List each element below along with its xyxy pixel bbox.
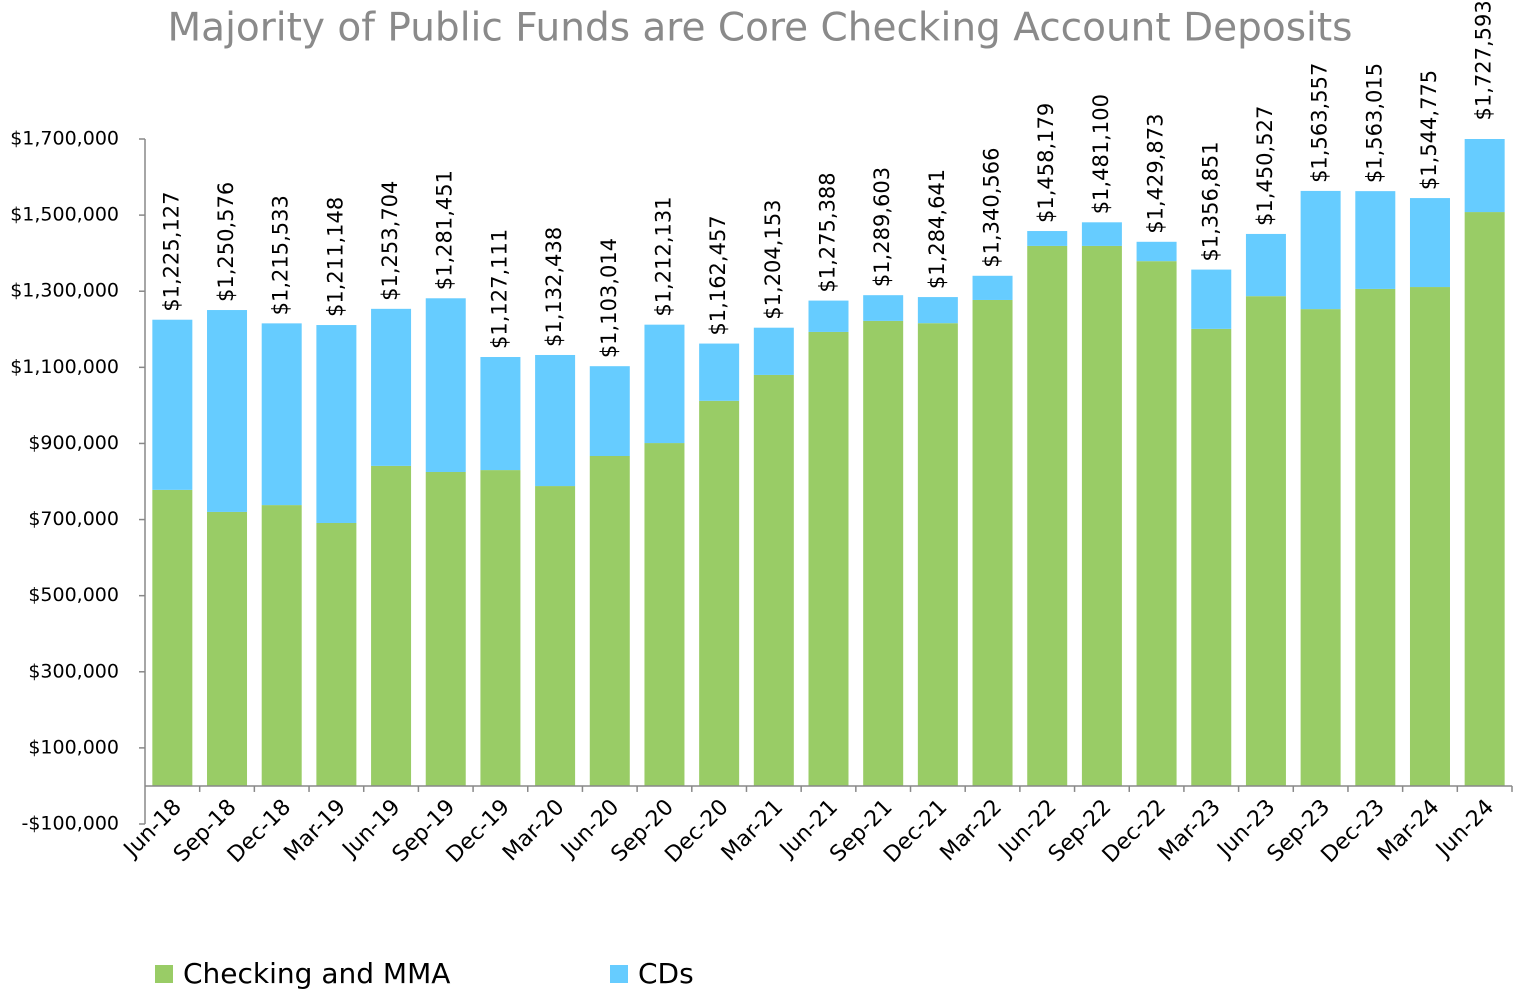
total-label: $1,563,015 [1362, 63, 1386, 183]
bar-segment [535, 486, 576, 786]
total-label: $1,727,593 [1472, 0, 1496, 120]
bar-segment [1191, 269, 1232, 329]
bar-segment [152, 319, 193, 490]
total-label: $1,563,557 [1308, 63, 1332, 183]
bar-segment [1191, 328, 1232, 786]
bar-segment [644, 324, 685, 444]
total-label: $1,284,641 [925, 169, 949, 289]
bar-segment [753, 374, 794, 786]
bar-segment [1300, 309, 1341, 786]
x-tick-label: Mar-20 [498, 795, 569, 866]
bar-segment [316, 522, 357, 786]
y-tick-label: -$100,000 [21, 813, 119, 835]
x-tick-label: Mar-24 [1373, 795, 1444, 866]
total-label: $1,458,179 [1034, 103, 1058, 223]
total-label: $1,212,131 [651, 196, 675, 316]
total-label: $1,281,451 [433, 170, 457, 290]
bar-segment [644, 443, 685, 786]
total-label: $1,132,438 [542, 227, 566, 347]
total-label: $1,481,100 [1089, 94, 1113, 214]
total-label: $1,204,153 [761, 199, 785, 319]
bar-segment [1136, 241, 1177, 262]
bar-segment [863, 320, 904, 786]
bar-segment [152, 489, 193, 786]
total-label: $1,544,775 [1417, 70, 1441, 190]
bar-segment [1409, 287, 1450, 786]
total-label: $1,211,148 [323, 197, 347, 317]
bar-segment [972, 275, 1013, 300]
chart-title: Majority of Public Funds are Core Checki… [168, 6, 1353, 51]
total-label: $1,253,704 [378, 181, 402, 301]
bar-segment [972, 299, 1013, 786]
bar-segment [808, 300, 849, 332]
legend-swatch [610, 965, 628, 983]
x-tick-label: Mar-23 [1154, 795, 1225, 866]
bar-segment [917, 323, 958, 786]
y-tick-label: $300,000 [28, 660, 119, 682]
bar-segment [207, 310, 248, 512]
y-tick-label: $100,000 [28, 736, 119, 758]
plot-area [152, 139, 1505, 786]
bar-segment [863, 295, 904, 321]
bar-segment [1355, 288, 1396, 786]
total-label: $1,356,851 [1198, 141, 1222, 261]
total-label: $1,340,566 [980, 148, 1004, 268]
x-tick-label: Mar-22 [936, 795, 1007, 866]
x-tick-label: Mar-21 [717, 795, 788, 866]
bar-segment [425, 298, 466, 472]
bar-segment [1081, 222, 1122, 246]
y-tick-label: $1,500,000 [10, 204, 119, 226]
total-label: $1,103,014 [597, 238, 621, 358]
legend-label: CDs [638, 957, 694, 990]
total-label: $1,429,873 [1144, 114, 1168, 234]
legend-label: Checking and MMA [183, 957, 450, 990]
bar-segment [1136, 261, 1177, 786]
bar-segment [261, 323, 302, 506]
total-label: $1,215,533 [269, 195, 293, 315]
y-tick-label: $500,000 [28, 584, 119, 606]
bar-segment [207, 511, 248, 786]
y-tick-label: $700,000 [28, 508, 119, 530]
total-label: $1,250,576 [214, 182, 238, 302]
bar-segment [589, 456, 630, 786]
y-tick-label: $900,000 [28, 432, 119, 454]
bar-segment [808, 331, 849, 786]
bar-segment [699, 400, 740, 786]
bar-segment [535, 354, 576, 487]
bar-segment [316, 325, 357, 523]
legend-swatch [155, 965, 173, 983]
bar-segment [589, 366, 630, 457]
bar-segment [917, 297, 958, 324]
bar-segment [1300, 190, 1341, 310]
bar-segment [753, 327, 794, 375]
bar-segment [1245, 233, 1286, 297]
bar-segment [425, 471, 466, 786]
bar-segment [1027, 231, 1068, 246]
bar-segment [371, 308, 412, 466]
bar-segment [1409, 198, 1450, 288]
bar-segment [1027, 245, 1068, 786]
total-label: $1,450,527 [1253, 106, 1277, 226]
bar-segment [371, 465, 412, 786]
total-label: $1,127,111 [487, 229, 511, 349]
bar-segment [1464, 212, 1505, 786]
bar-segment [1081, 245, 1122, 786]
bar-segment [480, 357, 521, 471]
y-tick-label: $1,700,000 [10, 128, 119, 150]
bar-segment [480, 470, 521, 786]
bar-segment [1355, 191, 1396, 289]
bar-segment [261, 505, 302, 786]
x-tick-label: Jun-24 [1430, 795, 1499, 864]
total-label: $1,225,127 [159, 191, 183, 311]
bar-segment [1245, 296, 1286, 786]
total-label: $1,275,388 [816, 172, 840, 292]
y-tick-label: $1,100,000 [10, 356, 119, 378]
bar-segment [1464, 139, 1505, 213]
y-tick-label: $1,300,000 [10, 280, 119, 302]
x-tick-label: Mar-19 [279, 795, 350, 866]
total-label: $1,162,457 [706, 215, 730, 335]
total-label: $1,289,603 [870, 167, 894, 287]
bar-segment [699, 343, 740, 401]
